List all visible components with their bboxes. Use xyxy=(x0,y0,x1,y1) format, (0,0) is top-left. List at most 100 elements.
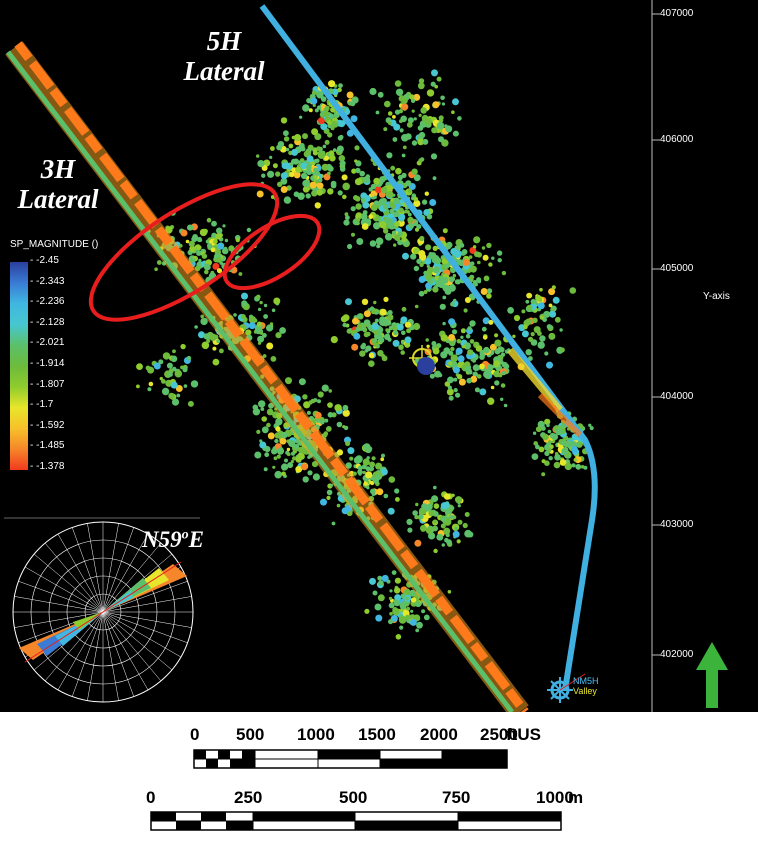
event-point xyxy=(314,108,319,113)
event-point xyxy=(409,618,417,626)
event-point xyxy=(364,608,370,614)
event-point xyxy=(261,416,268,422)
event-point xyxy=(281,471,286,477)
event-point xyxy=(200,314,204,319)
event-point xyxy=(375,110,380,115)
event-point xyxy=(293,191,300,197)
event-point xyxy=(450,301,455,307)
event-point xyxy=(405,180,412,187)
event-point xyxy=(394,577,401,584)
rose-spoke xyxy=(18,580,104,613)
event-point xyxy=(530,298,536,305)
event-point xyxy=(411,140,418,146)
event-point xyxy=(263,467,268,472)
event-point xyxy=(448,361,453,366)
event-point xyxy=(338,83,343,88)
event-point xyxy=(453,355,457,360)
event-point xyxy=(547,429,552,434)
event-point xyxy=(355,167,361,174)
event-point xyxy=(219,348,224,354)
event-point xyxy=(161,379,166,384)
event-point xyxy=(182,367,188,373)
scalebar-meters-tick: 750 xyxy=(442,788,471,807)
event-point xyxy=(476,374,482,379)
event-point xyxy=(432,176,437,181)
event-point xyxy=(460,335,464,339)
event-point xyxy=(443,347,451,355)
colorbar-tick-label: - -1.914 xyxy=(30,358,65,369)
event-point xyxy=(260,407,265,411)
event-point xyxy=(469,247,477,254)
event-point xyxy=(391,230,397,236)
event-point xyxy=(354,145,360,151)
event-point xyxy=(432,347,440,355)
rose-spoke xyxy=(102,611,182,658)
event-point xyxy=(360,197,366,202)
event-point xyxy=(441,102,445,106)
event-point xyxy=(472,371,478,377)
event-point xyxy=(497,258,502,263)
lateral-3h-line1: 3H xyxy=(40,154,76,184)
event-point xyxy=(413,322,421,331)
event-point xyxy=(324,418,329,423)
event-point xyxy=(321,163,329,171)
event-point xyxy=(395,497,400,502)
event-point xyxy=(272,465,276,469)
event-point xyxy=(172,349,176,354)
event-point xyxy=(540,425,546,431)
event-point xyxy=(388,596,393,601)
event-point xyxy=(291,451,295,456)
highlight-ellipses xyxy=(88,182,322,322)
event-point xyxy=(383,493,389,499)
event-point xyxy=(274,470,283,479)
event-point xyxy=(216,227,223,234)
event-point xyxy=(302,186,310,193)
event-point xyxy=(418,276,426,283)
event-point xyxy=(191,236,198,243)
colorbar-tick-label: - -2.45 xyxy=(30,255,59,266)
event-point xyxy=(314,411,322,419)
event-point xyxy=(351,343,359,351)
event-point xyxy=(532,317,538,323)
event-point xyxy=(424,191,429,196)
event-point xyxy=(174,369,183,378)
event-point xyxy=(283,196,292,204)
event-point xyxy=(563,436,568,442)
event-point xyxy=(548,456,553,461)
event-point xyxy=(531,453,539,460)
event-point xyxy=(398,616,407,624)
event-point xyxy=(464,512,470,517)
event-point xyxy=(342,194,347,200)
event-point xyxy=(316,182,324,190)
event-point xyxy=(482,317,490,325)
event-point xyxy=(547,447,552,452)
event-point xyxy=(401,306,407,312)
event-point xyxy=(170,381,178,389)
event-point xyxy=(359,350,366,357)
event-point xyxy=(481,326,487,332)
event-point xyxy=(216,268,223,274)
event-point xyxy=(314,202,321,209)
event-point xyxy=(324,155,329,161)
event-point xyxy=(351,168,357,174)
event-point xyxy=(447,376,454,384)
event-point xyxy=(377,91,384,98)
event-point xyxy=(211,220,217,227)
event-point xyxy=(365,331,371,337)
event-point xyxy=(340,315,348,323)
event-point xyxy=(384,333,391,340)
event-point xyxy=(392,607,400,616)
event-point xyxy=(327,188,334,195)
event-point xyxy=(317,151,326,159)
event-point xyxy=(297,192,305,200)
event-point xyxy=(285,377,292,385)
event-point xyxy=(136,363,143,370)
event-point xyxy=(450,268,455,274)
event-point xyxy=(363,458,369,464)
event-point xyxy=(405,614,410,620)
event-point xyxy=(334,404,342,412)
event-point xyxy=(257,307,262,312)
event-point xyxy=(467,349,474,356)
event-point xyxy=(379,316,386,324)
event-point xyxy=(457,355,465,363)
